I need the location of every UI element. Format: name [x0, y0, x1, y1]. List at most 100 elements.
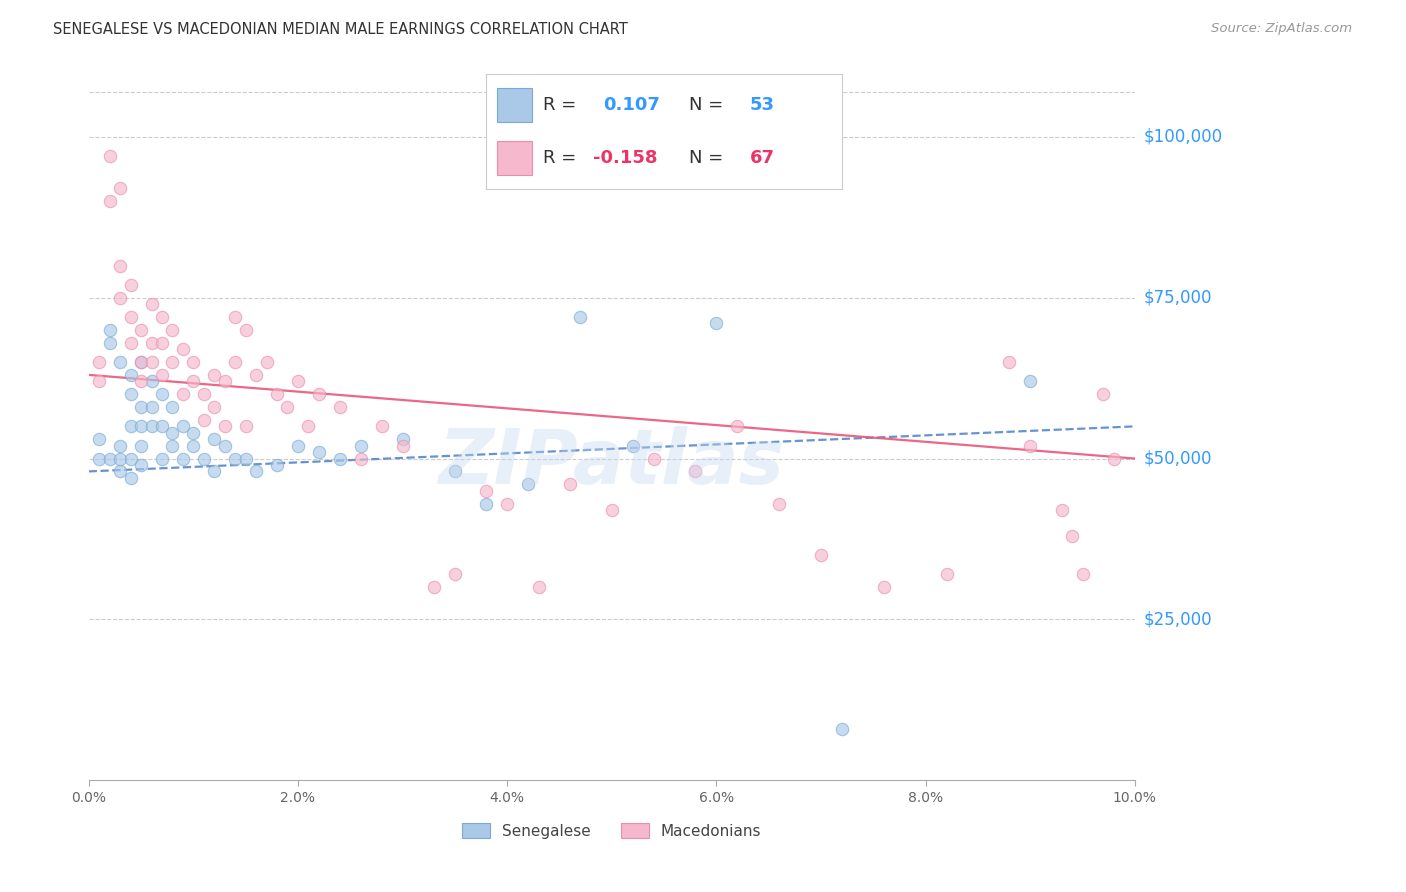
Point [129, 458, 152, 472]
Point [120, 387, 142, 401]
Point [150, 419, 173, 434]
Point [150, 451, 173, 466]
Point [141, 355, 163, 369]
Point [193, 413, 215, 427]
Point [172, 342, 194, 356]
Point [444, 567, 467, 582]
Point [235, 419, 257, 434]
Point [193, 387, 215, 401]
Point [183, 355, 205, 369]
Point [150, 387, 173, 401]
Point [89, 432, 111, 446]
Point [120, 451, 142, 466]
Point [475, 483, 498, 498]
Point [810, 548, 832, 562]
Point [350, 451, 373, 466]
Point [308, 387, 330, 401]
Point [120, 335, 142, 350]
Point [235, 323, 257, 337]
Point [89, 374, 111, 388]
Point [444, 464, 467, 478]
Point [266, 458, 288, 472]
Point [162, 439, 184, 453]
Point [108, 439, 131, 453]
Point [141, 400, 163, 414]
Point [621, 439, 644, 453]
Text: $50,000: $50,000 [1143, 450, 1212, 467]
Point [120, 419, 142, 434]
Point [98, 149, 121, 163]
Point [423, 580, 446, 594]
Point [108, 355, 131, 369]
Point [141, 419, 163, 434]
Point [1092, 387, 1115, 401]
Legend: Senegalese, Macedonians: Senegalese, Macedonians [456, 816, 768, 845]
Text: SENEGALESE VS MACEDONIAN MEDIAN MALE EARNINGS CORRELATION CHART: SENEGALESE VS MACEDONIAN MEDIAN MALE EAR… [53, 22, 628, 37]
Point [235, 451, 257, 466]
Point [98, 323, 121, 337]
Point [224, 451, 246, 466]
Point [308, 445, 330, 459]
Point [214, 419, 236, 434]
Point [162, 400, 184, 414]
Point [391, 439, 413, 453]
Point [873, 580, 896, 594]
Point [600, 503, 623, 517]
Point [569, 310, 592, 324]
Point [214, 374, 236, 388]
Point [1019, 374, 1042, 388]
Point [768, 497, 790, 511]
Point [475, 497, 498, 511]
Point [141, 335, 163, 350]
Point [706, 317, 728, 331]
Point [643, 451, 665, 466]
Point [120, 368, 142, 382]
Point [329, 451, 352, 466]
Point [297, 419, 319, 434]
Point [1050, 503, 1073, 517]
Point [214, 439, 236, 453]
Point [108, 181, 131, 195]
Point [725, 419, 748, 434]
Point [108, 464, 131, 478]
Point [162, 323, 184, 337]
Point [141, 297, 163, 311]
Point [162, 425, 184, 440]
Point [141, 374, 163, 388]
Point [89, 451, 111, 466]
Point [266, 387, 288, 401]
Point [1060, 529, 1083, 543]
Point [329, 400, 352, 414]
Point [162, 355, 184, 369]
Text: ZIPatlas: ZIPatlas [439, 426, 785, 500]
Point [202, 432, 225, 446]
Point [129, 439, 152, 453]
Point [1071, 567, 1094, 582]
Text: $75,000: $75,000 [1143, 289, 1212, 307]
Point [98, 194, 121, 209]
Point [831, 722, 853, 736]
Point [935, 567, 957, 582]
Text: $25,000: $25,000 [1143, 610, 1212, 628]
Point [120, 277, 142, 292]
Point [276, 400, 298, 414]
Point [120, 310, 142, 324]
Point [183, 374, 205, 388]
Point [150, 335, 173, 350]
Point [183, 439, 205, 453]
Point [172, 419, 194, 434]
Point [202, 368, 225, 382]
Point [245, 464, 267, 478]
Point [129, 400, 152, 414]
Point [256, 355, 278, 369]
Point [350, 439, 373, 453]
Point [245, 368, 267, 382]
Text: Source: ZipAtlas.com: Source: ZipAtlas.com [1212, 22, 1353, 36]
Point [202, 464, 225, 478]
Text: $100,000: $100,000 [1143, 128, 1222, 145]
Point [150, 368, 173, 382]
Point [183, 425, 205, 440]
Point [129, 323, 152, 337]
Point [120, 471, 142, 485]
Point [527, 580, 550, 594]
